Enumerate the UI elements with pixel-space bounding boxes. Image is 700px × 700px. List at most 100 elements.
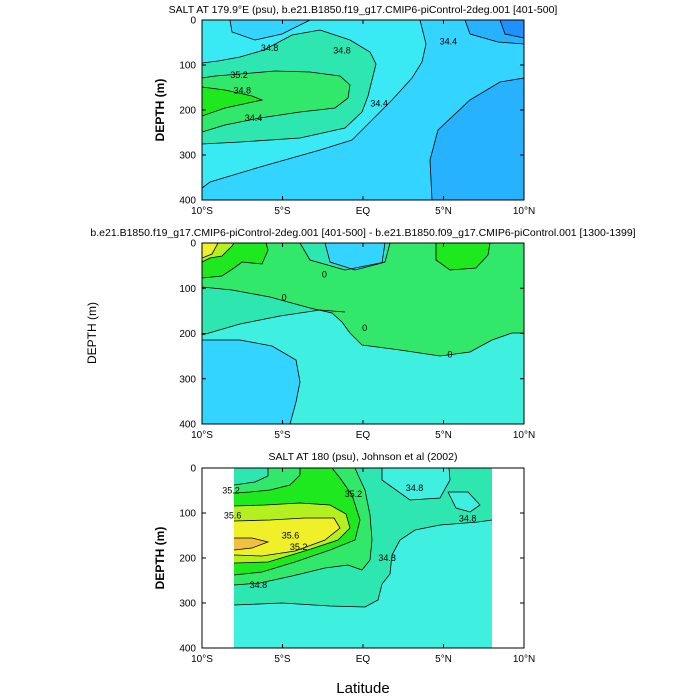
contour-label: 0 bbox=[322, 270, 327, 280]
fill-band bbox=[448, 492, 480, 512]
contour-line bbox=[324, 243, 386, 271]
contour-label: 34.8 bbox=[233, 86, 251, 96]
x-tick-label: 5°S bbox=[274, 206, 291, 217]
y-tick-label: 0 bbox=[190, 239, 196, 250]
y-tick-label: 300 bbox=[179, 151, 196, 162]
y-tick-label: 200 bbox=[179, 106, 196, 117]
y-tick-label: 200 bbox=[179, 554, 196, 565]
x-axis: 10°S 5°S EQ 5°N 10°N bbox=[191, 468, 535, 665]
contour-label: 35.2 bbox=[230, 70, 248, 80]
contour-fill bbox=[202, 20, 524, 200]
contour-line bbox=[229, 20, 311, 41]
contour-label-layer: 34.8 34.8 34.4 35.2 34.8 34.4 34.4 bbox=[230, 37, 457, 124]
contour-line bbox=[202, 243, 235, 263]
contour-line bbox=[202, 339, 301, 424]
contour-line bbox=[234, 519, 492, 608]
fill-band bbox=[202, 71, 350, 132]
contour-label: 0 bbox=[447, 349, 452, 359]
contour-label: 0 bbox=[282, 292, 287, 302]
contour-lines bbox=[202, 20, 524, 200]
contour-label: 34.4 bbox=[245, 113, 263, 123]
contour-line bbox=[202, 86, 264, 117]
x-tick-label: 10°N bbox=[513, 430, 535, 441]
contour-label: 34.8 bbox=[406, 483, 424, 493]
y-axis-label: DEPTH (m) bbox=[85, 302, 99, 364]
contour-label: 35.2 bbox=[290, 542, 308, 552]
contour-label: 34.8 bbox=[378, 553, 396, 563]
contour-label: 0 bbox=[362, 323, 367, 333]
y-axis-label: DEPTH (m) bbox=[153, 527, 167, 590]
contour-line bbox=[464, 20, 524, 45]
contour-label: 35.6 bbox=[282, 531, 300, 541]
panel-difference: b.e21.B1850.f19_g17.CMIP6-piControl-2deg… bbox=[85, 227, 636, 441]
fill-band bbox=[230, 20, 310, 40]
x-tick-label: 5°N bbox=[435, 654, 452, 665]
y-tick-label: 400 bbox=[179, 644, 196, 655]
contour-label: 34.4 bbox=[370, 98, 388, 108]
panel-title: SALT AT 180 (psu), Johnson et al (2002) bbox=[269, 451, 458, 463]
contour-label: 35.6 bbox=[224, 510, 242, 520]
contour-line bbox=[499, 20, 524, 39]
contour-label-layer: 35.2 35.234.835.6 34.835.635.234.834.8 bbox=[222, 483, 476, 590]
y-axis-label: DEPTH (m) bbox=[153, 79, 167, 142]
contour-lines bbox=[234, 468, 492, 608]
contour-label: 34.8 bbox=[459, 513, 477, 523]
contour-line bbox=[234, 468, 373, 586]
y-tick-label: 300 bbox=[179, 374, 196, 385]
x-axis-title: Latitude bbox=[336, 680, 389, 697]
y-tick-label: 100 bbox=[179, 509, 196, 520]
contour-line bbox=[234, 517, 341, 557]
y-tick-label: 400 bbox=[179, 420, 196, 431]
contour-line bbox=[234, 468, 269, 486]
x-tick-label: 5°S bbox=[274, 654, 291, 665]
x-tick-label: 5°N bbox=[435, 430, 452, 441]
contour-label: 34.8 bbox=[261, 43, 279, 53]
fill-band bbox=[234, 518, 340, 556]
contour-line bbox=[435, 243, 491, 271]
contour-label: 35.2 bbox=[345, 489, 363, 499]
x-tick-label: 5°S bbox=[274, 430, 291, 441]
contour-line bbox=[202, 29, 377, 145]
contour-line bbox=[234, 537, 270, 551]
y-tick-label: 100 bbox=[179, 284, 196, 295]
contour-line bbox=[202, 286, 524, 357]
contour-line bbox=[299, 243, 391, 271]
fill-band bbox=[325, 243, 385, 270]
contour-line bbox=[202, 20, 427, 189]
x-tick-label: 10°S bbox=[191, 654, 213, 665]
contour-fill bbox=[234, 468, 492, 648]
contour-line bbox=[447, 491, 481, 513]
fill-band bbox=[202, 310, 524, 424]
fill-band bbox=[234, 538, 268, 550]
contour-line bbox=[429, 77, 524, 200]
fill-band bbox=[430, 78, 524, 200]
contour-line bbox=[202, 70, 351, 133]
fill-band bbox=[202, 243, 524, 356]
contour-line bbox=[202, 309, 346, 336]
y-axis: 0 100 200 300 400 bbox=[179, 464, 524, 655]
fill-band bbox=[234, 468, 268, 485]
contour-line bbox=[381, 468, 451, 501]
y-tick-label: 0 bbox=[190, 16, 196, 27]
panel-model-salinity: SALT AT 179.9°E (psu), b.e21.B1850.f19_g… bbox=[153, 4, 557, 217]
contour-line bbox=[234, 468, 361, 576]
contour-label: 34.4 bbox=[440, 37, 458, 47]
panel-observed-salinity: SALT AT 180 (psu), Johnson et al (2002) bbox=[153, 451, 535, 665]
x-tick-label: 10°S bbox=[191, 206, 213, 217]
x-tick-label: 5°N bbox=[435, 206, 452, 217]
x-tick-label: EQ bbox=[356, 206, 371, 217]
contour-line bbox=[202, 243, 219, 259]
fill-band bbox=[202, 243, 218, 258]
contour-label: 35.2 bbox=[222, 486, 240, 496]
fill-band bbox=[500, 20, 524, 38]
contour-line bbox=[234, 468, 301, 494]
contour-lines bbox=[202, 243, 524, 424]
contour-fill bbox=[202, 243, 524, 424]
y-tick-label: 100 bbox=[179, 61, 196, 72]
x-tick-label: 10°S bbox=[191, 430, 213, 441]
fill-band bbox=[436, 243, 490, 270]
contour-line bbox=[202, 243, 269, 279]
x-tick-label: EQ bbox=[356, 654, 371, 665]
x-tick-label: 10°N bbox=[513, 206, 535, 217]
contour-label-layer: 0 0 0 0 bbox=[282, 270, 453, 360]
